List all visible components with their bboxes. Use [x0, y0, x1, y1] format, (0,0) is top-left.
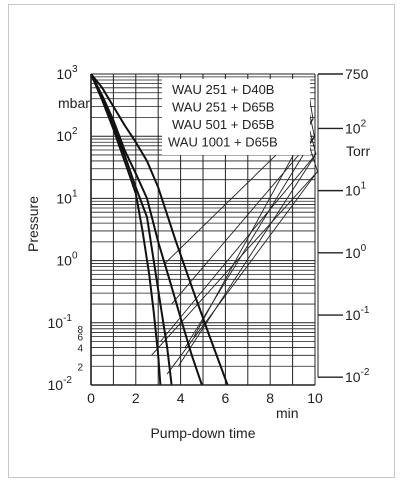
labels: 0 2 4 6 8 1010310210110010-110-28642750102101…: [48, 64, 370, 406]
series-line: [90, 73, 173, 386]
y-axis-label: Pressure: [25, 196, 41, 252]
series-line: [90, 73, 203, 386]
legend-box: [162, 79, 310, 155]
series-line: [90, 73, 162, 386]
legend-entry: WAU 251 + D40B: [172, 82, 274, 97]
y-tick-label-right: 102: [345, 118, 367, 136]
x-axis-label: Pump-down time: [150, 425, 255, 441]
y-tick-label-left: 10-1: [48, 313, 73, 331]
x-tick-label: 10: [307, 390, 323, 406]
y-tick-label-left: 10-2: [48, 375, 73, 393]
y-tick-label-left: 101: [56, 188, 78, 206]
legend-leader-line: [184, 136, 315, 348]
legend-leader-line: [177, 153, 317, 367]
legend-entry: WAU 501 + D65B: [172, 117, 274, 132]
legend-entry: WAU 251 + D65B: [172, 100, 274, 115]
x-unit-label: min: [276, 405, 299, 421]
y-tick-label-right: 750: [345, 66, 369, 82]
y-minor-label-left: 8: [77, 325, 83, 336]
y-minor-label-left: 4: [77, 344, 83, 355]
legend-leader-line: [166, 171, 318, 375]
series-line: [90, 73, 229, 386]
y-tick-label-left: 100: [56, 251, 78, 269]
legend-entry: WAU 1001 + D65B: [168, 135, 278, 150]
y-minor-label-left: 6: [77, 333, 83, 344]
x-tick-label: 6: [222, 390, 230, 406]
y-tick-label-left: 103: [56, 64, 78, 82]
y-tick-label-right: 100: [345, 243, 367, 261]
y-tick-label-right: 101: [345, 181, 367, 199]
y-tick-label-right: 10-2: [345, 367, 370, 385]
x-tick-label: 8: [266, 390, 274, 406]
left-unit-label: mbar: [58, 95, 90, 111]
right-unit-label: Torr: [346, 143, 370, 159]
series-lines: [90, 73, 229, 386]
y-tick-label-right: 10-1: [345, 305, 370, 323]
x-tick-label: 2: [132, 390, 140, 406]
y-minor-label-left: 2: [77, 362, 83, 373]
x-tick-label: 4: [177, 390, 185, 406]
y-tick-label-left: 102: [56, 126, 78, 144]
axes: [90, 73, 343, 386]
x-tick-label: 0: [87, 390, 95, 406]
